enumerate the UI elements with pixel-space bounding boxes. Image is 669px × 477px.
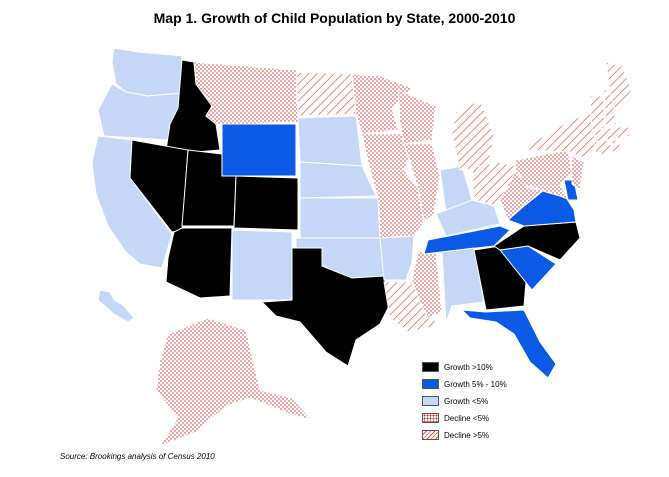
legend-swatch	[422, 379, 439, 389]
legend-swatch	[422, 362, 439, 372]
state-fl	[460, 309, 557, 379]
state-mt	[193, 61, 299, 125]
state-ar	[379, 235, 415, 281]
state-tx	[260, 247, 391, 367]
legend-item-growth-lt-5: Growth <5%	[422, 394, 542, 408]
state-wy	[221, 123, 297, 177]
state-ma	[593, 125, 631, 143]
legend-item-growth-gt-10: Growth >10%	[422, 360, 542, 374]
legend-label: Growth 5% - 10%	[444, 379, 507, 389]
legend-label: Decline <5%	[444, 413, 490, 423]
legend-label: Decline >5%	[444, 430, 490, 440]
legend-item-decline-lt-5: Decline <5%	[422, 411, 542, 425]
state-la	[383, 281, 439, 333]
map-title: Map 1. Growth of Child Population by Sta…	[153, 10, 516, 26]
state-ia	[361, 133, 413, 171]
state-ct	[593, 139, 613, 157]
state-md	[529, 185, 572, 202]
legend-label: Growth >10%	[444, 362, 493, 372]
legend-item-decline-gt-5: Decline >5%	[422, 428, 542, 442]
state-hi	[97, 289, 135, 323]
state-nm	[231, 229, 293, 301]
state-ri	[611, 139, 621, 153]
state-tn	[423, 225, 511, 255]
state-mi	[451, 99, 495, 171]
state-ak	[155, 317, 314, 448]
state-nj	[571, 155, 585, 191]
legend-label: Growth <5%	[444, 396, 489, 406]
state-nd	[295, 71, 357, 117]
state-wi	[397, 89, 437, 145]
state-il	[403, 143, 441, 223]
state-wa	[111, 47, 183, 97]
legend-swatch	[422, 413, 439, 423]
state-al	[441, 247, 485, 323]
state-vt	[589, 95, 605, 131]
state-sd	[297, 115, 363, 167]
map-legend: Growth >10% Growth 5% - 10% Growth <5% Decl…	[422, 360, 542, 445]
state-mo	[369, 169, 425, 239]
state-mn	[351, 73, 413, 135]
legend-swatch	[422, 430, 439, 440]
state-pa	[515, 149, 573, 189]
state-ky	[435, 199, 501, 237]
state-ne	[299, 161, 377, 199]
state-me	[605, 61, 633, 114]
legend-item-growth-5-10: Growth 5% - 10%	[422, 377, 542, 391]
legend-swatch	[422, 396, 439, 406]
state-ks	[299, 197, 381, 239]
state-az	[165, 227, 233, 299]
source-note: Source: Brookings analysis of Census 201…	[60, 452, 215, 461]
state-co	[233, 175, 299, 231]
